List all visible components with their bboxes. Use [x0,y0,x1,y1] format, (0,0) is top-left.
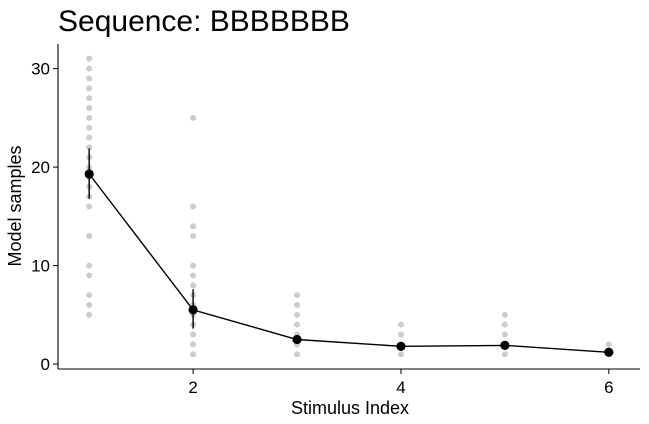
raw-sample-point [294,321,301,328]
raw-sample-point [86,114,93,121]
mean-points [84,169,614,357]
x-axis-ticks: 2 4 6 [188,369,614,397]
raw-sample-point [190,341,197,348]
raw-sample-point [605,341,612,348]
raw-sample-point [86,272,93,279]
y-tick-label: 0 [41,355,50,374]
raw-sample-point [86,262,93,269]
raw-sample-point [86,105,93,112]
raw-sample-point [397,351,404,358]
raw-sample-point [501,331,508,338]
raw-sample-point [294,311,301,318]
raw-sample-point [86,144,93,151]
x-tick-label: 6 [604,378,613,397]
raw-sample-point [86,124,93,131]
x-tick-label: 2 [188,378,197,397]
raw-sample-point [86,311,93,318]
raw-sample-point [294,351,301,358]
raw-sample-point [86,75,93,82]
mean-line [88,173,609,353]
mean-point [84,169,94,179]
mean-point [500,340,510,350]
raw-sample-point [190,114,197,121]
raw-sample-point [86,55,93,62]
mean-point [292,334,302,345]
raw-sample-point [190,223,197,230]
raw-sample-point [294,301,301,308]
raw-sample-point [190,331,197,338]
raw-sample-point [86,233,93,240]
raw-sample-point [86,203,93,210]
mean-point [396,341,406,351]
raw-sample-point [397,321,404,328]
mean-point [188,305,198,315]
raw-sample-point [86,95,93,102]
y-axis-ticks: 0 10 20 30 [31,60,58,374]
raw-sample-point [190,272,197,279]
raw-sample-point [86,85,93,92]
raw-sample-point [190,203,197,210]
raw-sample-point [397,331,404,338]
x-tick-label: 4 [396,378,405,397]
raw-sample-point [190,233,197,240]
error-bars [88,148,610,355]
raw-sample-points [86,55,612,358]
raw-sample-point [190,282,197,289]
raw-sample-point [86,134,93,141]
raw-sample-point [501,321,508,328]
y-axis-title: Model samples [5,145,25,266]
raw-sample-point [501,351,508,358]
raw-sample-point [294,292,301,299]
raw-sample-point [190,351,197,358]
y-tick-label: 20 [31,158,50,177]
x-axis-title: Stimulus Index [291,398,409,418]
raw-sample-point [86,292,93,299]
mean-point [604,347,614,357]
y-tick-label: 10 [31,257,50,276]
chart-title: Sequence: BBBBBBB [58,5,350,38]
raw-sample-point [501,311,508,318]
y-tick-label: 30 [31,60,50,79]
raw-sample-point [86,65,93,72]
raw-sample-point [190,262,197,269]
raw-sample-point [86,301,93,308]
